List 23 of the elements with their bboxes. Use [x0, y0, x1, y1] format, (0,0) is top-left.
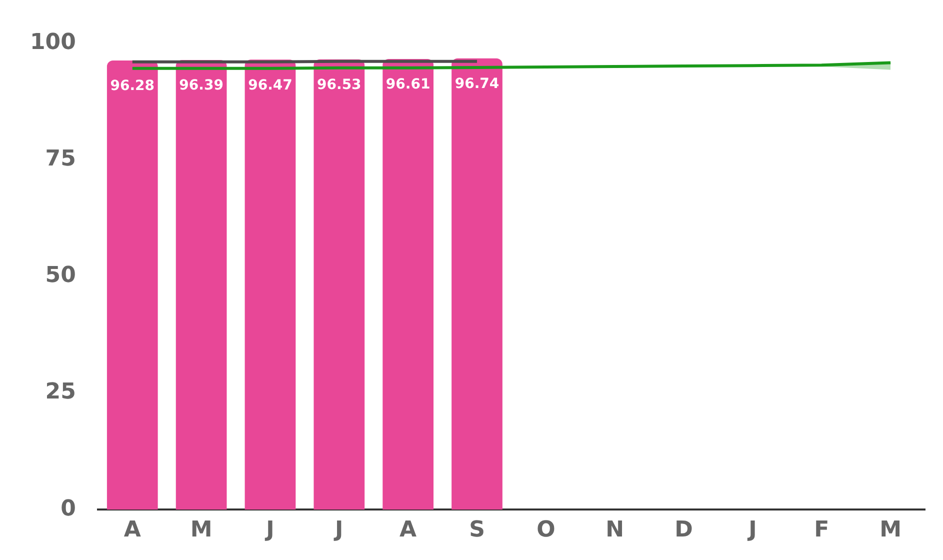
- y-tick-label: 0: [60, 496, 76, 522]
- x-tick-label: J: [333, 518, 344, 543]
- x-tick-label: F: [814, 518, 830, 543]
- x-tick-label: J: [264, 518, 274, 543]
- x-tick-label: D: [674, 518, 693, 543]
- data-label: 96.39: [179, 78, 224, 94]
- x-tick-label: A: [400, 518, 417, 543]
- x-tick-label: A: [124, 518, 141, 543]
- y-tick-label: 75: [45, 146, 76, 172]
- data-label: 96.47: [248, 77, 292, 94]
- x-tick-label: S: [469, 518, 485, 543]
- data-label: 96.74: [454, 76, 500, 92]
- x-tick-label: J: [746, 518, 757, 543]
- x-tick-label: M: [190, 518, 212, 543]
- data-label: 96.53: [317, 77, 362, 94]
- data-label: 96.28: [110, 78, 155, 94]
- x-tick-label: N: [606, 518, 624, 543]
- data-label: 96.61: [386, 76, 430, 93]
- y-tick-label: 25: [45, 380, 76, 405]
- y-tick-label: 50: [45, 263, 76, 288]
- x-tick-label: M: [880, 518, 902, 543]
- y-tick-label: 100: [30, 30, 76, 55]
- x-tick-label: O: [536, 518, 556, 543]
